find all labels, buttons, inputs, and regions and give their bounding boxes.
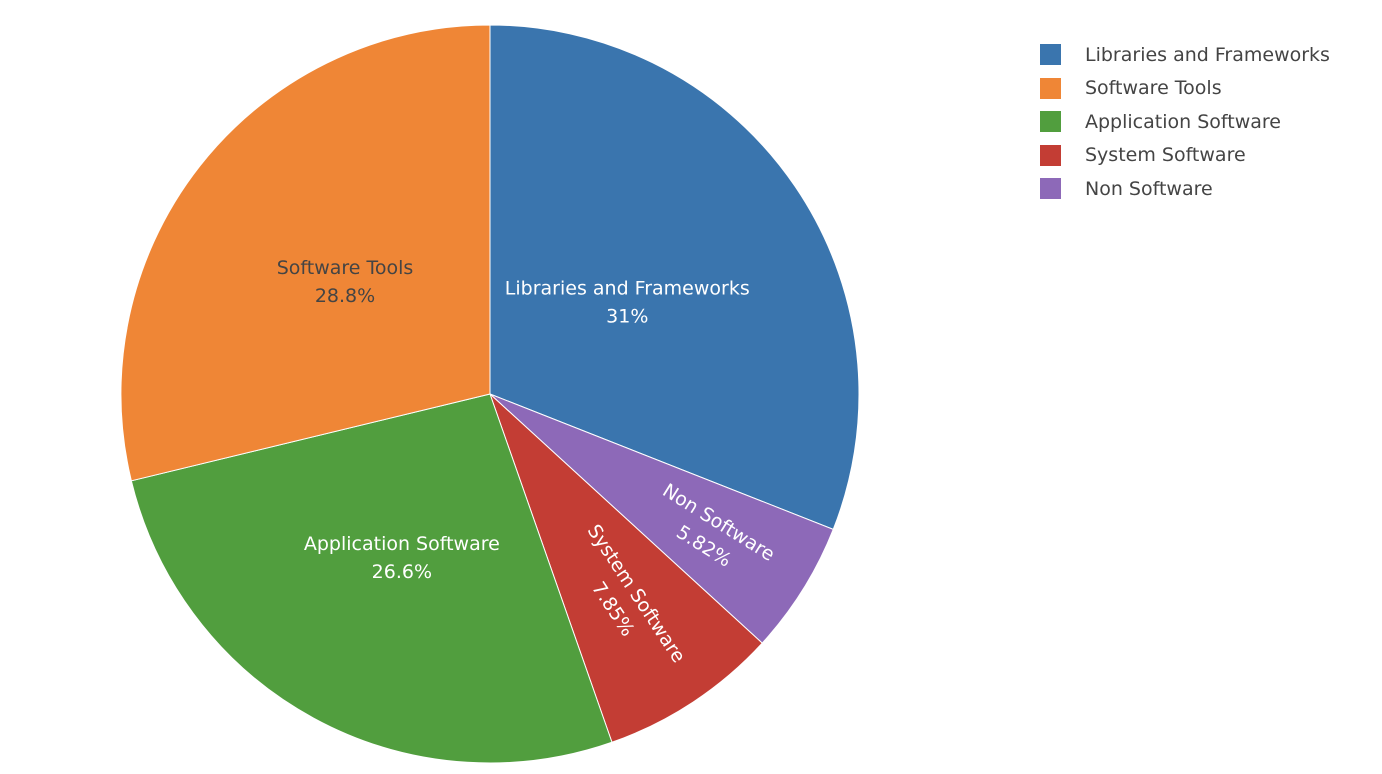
legend-label: System Software (1085, 144, 1246, 167)
legend-item-non-software[interactable]: Non Software (1040, 172, 1330, 206)
legend: Libraries and Frameworks Software Tools … (1040, 38, 1330, 206)
legend-label: Non Software (1085, 177, 1213, 200)
legend-label: Application Software (1085, 110, 1281, 133)
legend-swatch (1040, 178, 1061, 200)
pie-slice-non-software[interactable] (489, 393, 834, 644)
legend-label: Libraries and Frameworks (1085, 43, 1330, 66)
pie-label-application-software: Application Software 26.6% (304, 533, 500, 583)
legend-item-libraries-and-frameworks[interactable]: Libraries and Frameworks (1040, 38, 1330, 72)
pie-slice-name: Application Software (304, 533, 500, 555)
legend-swatch (1040, 144, 1061, 166)
pie-slice-percent: 26.6% (372, 561, 432, 583)
pie-label-software-tools: Software Tools 28.8% (277, 257, 414, 307)
legend-swatch (1040, 44, 1061, 66)
legend-swatch (1040, 77, 1061, 99)
legend-label: Software Tools (1085, 77, 1222, 100)
pie-slice-percent: 31% (606, 306, 648, 328)
legend-item-software-tools[interactable]: Software Tools (1040, 72, 1330, 106)
pie-slice-name: Software Tools (277, 257, 414, 279)
pie-slices (120, 24, 860, 764)
legend-swatch (1040, 111, 1061, 133)
pie-slice-percent: 28.8% (315, 285, 375, 307)
pie-slice-software-tools[interactable] (120, 24, 491, 482)
legend-item-application-software[interactable]: Application Software (1040, 105, 1330, 139)
pie-slice-system-software[interactable] (489, 393, 763, 743)
pie-label-libraries-and-frameworks: Libraries and Frameworks 31% (505, 278, 750, 328)
legend-item-system-software[interactable]: System Software (1040, 139, 1330, 173)
pie-slice-application-software[interactable] (130, 393, 613, 764)
pie-slice-libraries-and-frameworks[interactable] (489, 24, 860, 531)
pie-slice-name: Libraries and Frameworks (505, 278, 750, 300)
